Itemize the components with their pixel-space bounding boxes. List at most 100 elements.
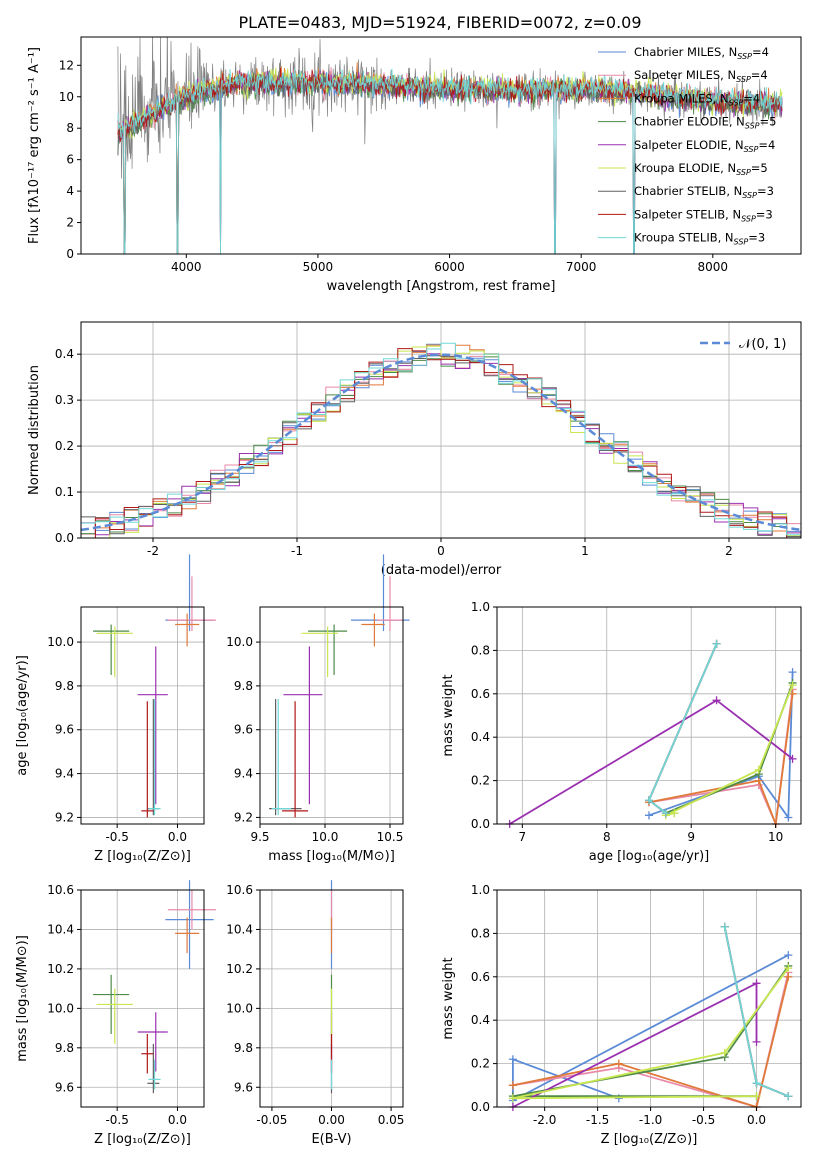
weight-marker	[645, 811, 653, 820]
weight-marker	[720, 1048, 729, 1057]
age-vs-Z-panel: -0.5 0.0 9.2 9.4 9.6 9.8 10.0 Z [log₁₀(Z/Z⊙)] ag…	[15, 554, 217, 864]
axes-frame	[259, 606, 404, 825]
weight-marker	[508, 1055, 517, 1064]
spectrum-lines	[117, 37, 783, 254]
age-vs-mass-panel: 9.5 10.0 10.5 9.2 9.4 9.6 9.8 10.0 mass [log₁₀(M…	[226, 554, 410, 864]
weight-marker	[752, 1092, 761, 1101]
y-tick-label: 10.0	[226, 1001, 253, 1015]
plot-area	[81, 607, 204, 824]
weight-marker	[784, 951, 793, 960]
weight-marker	[720, 922, 729, 931]
axes-frame	[496, 889, 802, 1108]
y-tick-label: 0.6	[471, 687, 490, 701]
x-tick-label: -1	[291, 544, 303, 558]
weight-marker	[670, 809, 679, 818]
y-tick-label: 0.2	[55, 439, 74, 453]
y-axis-label: Normed distribution	[27, 365, 42, 495]
figure-title: PLATE=0483, MJD=51924, FIBERID=0072, z=0…	[238, 13, 641, 32]
x-tick-label: 0.05	[378, 1113, 405, 1127]
weight-marker	[754, 765, 763, 774]
y-tick-label: 10.0	[47, 1001, 74, 1015]
legend-subscript: SSP	[734, 238, 749, 247]
legend-subscript: SSP	[745, 122, 760, 131]
axes-frame	[496, 606, 802, 825]
x-tick-label: 8	[603, 830, 611, 844]
x-axis-label: Z [log₁₀(Z/Z⊙)]	[94, 1132, 191, 1147]
y-tick-label: 0.2	[471, 774, 490, 788]
y-axis-label: mass [log₁₀(M/M⊙)]	[15, 935, 30, 1062]
x-axis-label: E(B-V)	[311, 1132, 351, 1147]
y-tick-label: 0.0	[55, 531, 74, 545]
weight-marker	[788, 754, 797, 763]
legend-label: Salpeter STELIB, NSSP=3	[634, 207, 773, 223]
legend-suffix: =4	[751, 68, 768, 82]
histogram-step	[81, 355, 801, 538]
x-tick-label: 0	[437, 544, 445, 558]
weight-marker	[712, 696, 721, 705]
mass-vs-ebv-panel: -0.05 0.00 0.05 9.6 9.8 10.0 10.2 10.4 10.6 E(B-V…	[226, 880, 404, 1147]
weight-marker	[784, 813, 793, 822]
weight-marker	[645, 796, 653, 805]
plot-area	[260, 607, 403, 824]
weight-line	[512, 967, 790, 1100]
y-tick-label: 2	[66, 216, 74, 230]
histogram-step	[81, 348, 801, 538]
x-tick-label: 10.5	[377, 830, 404, 844]
x-tick-label: 0.0	[168, 1113, 187, 1127]
legend-label: Kroupa ELODIE, NSSP=5	[634, 161, 768, 177]
x-tick-label: 0.00	[318, 1113, 345, 1127]
y-axis-label: mass weight	[441, 957, 456, 1039]
weight-marker	[752, 979, 761, 988]
x-tick-label: 2	[725, 544, 733, 558]
legend-subscript: SSP	[744, 145, 759, 154]
y-tick-label: 9.2	[234, 810, 253, 824]
x-tick-label: 5000	[303, 260, 334, 274]
legend-suffix: =3	[748, 231, 765, 245]
legend-subscript: SSP	[736, 75, 751, 84]
legend-subscript: SSP	[742, 191, 757, 200]
y-tick-label: 9.8	[55, 1041, 74, 1055]
mass-vs-Z-panel: -0.5 0.0 9.6 9.8 10.0 10.2 10.4 10.6 Z [log₁₀(Z/…	[15, 880, 217, 1147]
legend-suffix: =4	[752, 45, 769, 59]
y-tick-label: 9.6	[234, 1080, 253, 1094]
weight-line	[665, 684, 794, 817]
spectrum-panel: Chabrier MILES, NSSP=4 Salpeter MILES, NS…	[27, 36, 802, 294]
x-axis-label: Z [log₁₀(Z/Z⊙)]	[94, 849, 191, 864]
y-tick-label: 10.4	[226, 922, 253, 936]
y-tick-label: 10.2	[47, 962, 74, 976]
y-tick-label: 0.4	[471, 730, 490, 744]
legend-subscript: SSP	[736, 168, 751, 177]
y-axis-label: age [log₁₀(age/yr)]	[15, 655, 30, 776]
histogram-lines	[81, 342, 801, 538]
weight-marker	[752, 1079, 761, 1088]
x-tick-label: -1.0	[639, 1113, 662, 1127]
x-tick-label: -0.5	[105, 830, 128, 844]
y-tick-label: 8	[66, 121, 74, 135]
legend-label: Salpeter ELODIE, NSSP=4	[634, 138, 775, 154]
y-tick-label: 10.0	[47, 635, 74, 649]
x-tick-label: 0.0	[747, 1113, 766, 1127]
y-tick-label: 10.6	[47, 883, 74, 897]
y-tick-label: 6	[66, 153, 74, 167]
legend-label: Chabrier MILES, NSSP=4	[634, 45, 769, 61]
x-tick-label: 9.5	[250, 830, 269, 844]
weight-line	[648, 693, 794, 825]
y-tick-label: 4	[66, 184, 74, 198]
x-tick-label: 7000	[566, 260, 597, 274]
legend-suffix: =5	[760, 115, 777, 129]
legend-suffix: =4	[758, 138, 775, 152]
y-tick-label: 0.0	[471, 817, 490, 831]
y-axis-label: Flux [fλ10⁻¹⁷ erg cm⁻² s⁻¹ A⁻¹]	[27, 47, 42, 244]
x-tick-label: 10	[768, 830, 783, 844]
x-axis-label: (data-model)/error	[381, 563, 502, 578]
y-tick-label: 10.4	[47, 922, 74, 936]
x-tick-label: -2	[147, 544, 159, 558]
weight-marker	[784, 1092, 793, 1101]
weight-marker	[712, 639, 721, 648]
y-tick-label: 0.6	[471, 970, 490, 984]
y-tick-label: 9.4	[234, 767, 253, 781]
plot-area	[497, 607, 801, 824]
y-tick-label: 9.4	[55, 767, 74, 781]
spectrum-legend: Chabrier MILES, NSSP=4 Salpeter MILES, NS…	[598, 45, 776, 247]
y-tick-label: 10	[59, 90, 74, 104]
